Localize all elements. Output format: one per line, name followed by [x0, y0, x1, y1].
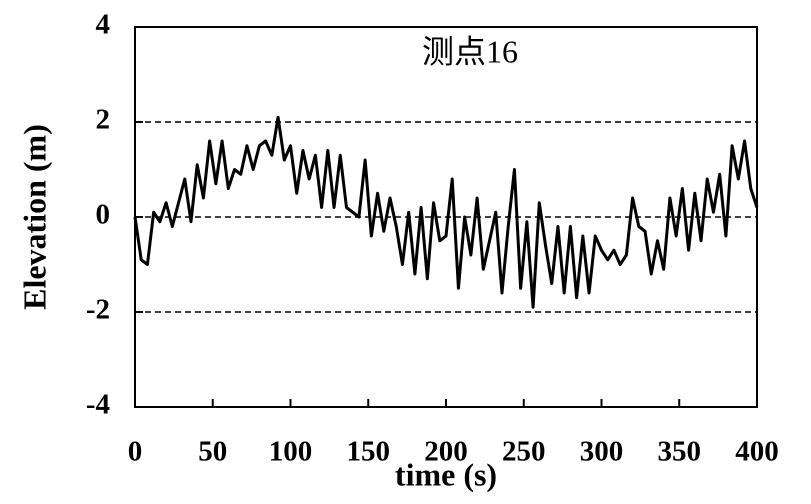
y-tick-label: -2	[86, 294, 110, 326]
x-tick-label: 150	[347, 436, 391, 468]
x-axis-label: time (s)	[395, 456, 497, 492]
y-tick-label: 4	[96, 9, 111, 41]
x-tick-label: 100	[269, 436, 313, 468]
y-tick-label: 2	[96, 104, 111, 136]
x-tick-label: 200	[424, 436, 468, 468]
y-axis-label: Elevation (m)	[16, 124, 52, 310]
x-tick-label: 250	[502, 436, 546, 468]
data-line	[133, 115, 759, 309]
y-tick-label: 0	[96, 199, 111, 231]
x-tick-label: 400	[735, 436, 779, 468]
chart-title: 测点16	[422, 33, 518, 69]
y-tick-label: -4	[86, 389, 110, 421]
x-tick-label: 350	[658, 436, 702, 468]
x-tick-label: 50	[198, 436, 227, 468]
x-tick-label: 0	[128, 436, 143, 468]
x-tick-label: 300	[580, 436, 624, 468]
